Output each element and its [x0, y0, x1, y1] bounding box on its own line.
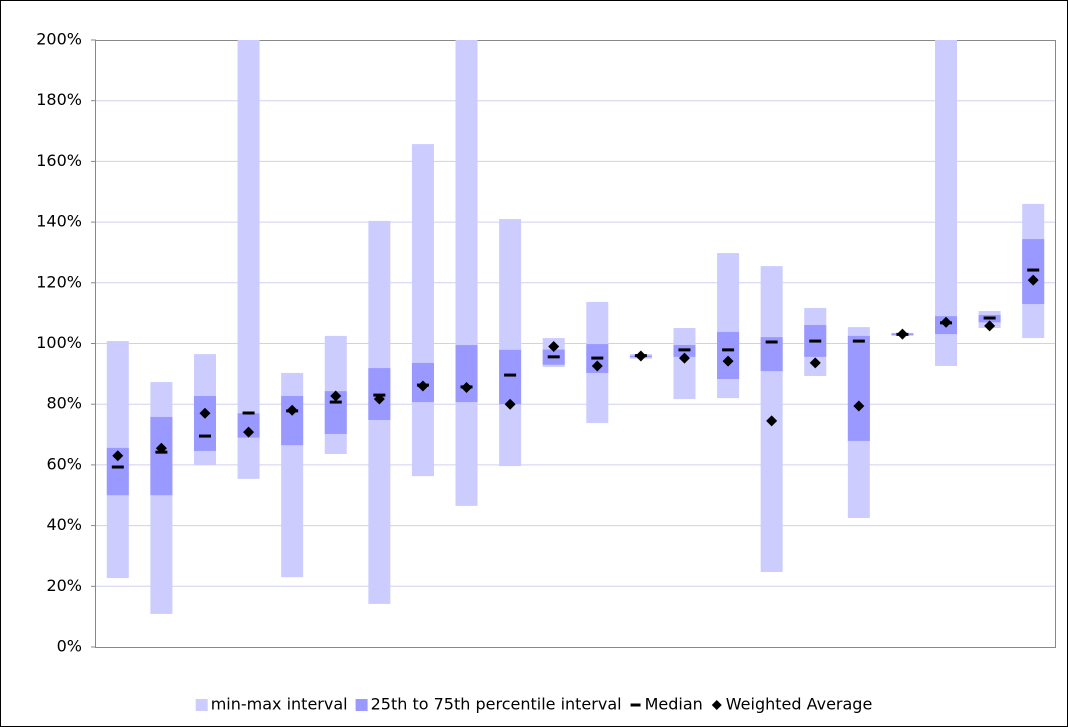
weighted-average [896, 328, 908, 340]
iqr-bar [150, 416, 173, 496]
median [111, 465, 124, 469]
weighted-average [591, 360, 603, 372]
median [809, 339, 822, 343]
median [198, 434, 211, 438]
iqr-bar [760, 337, 783, 372]
median [1027, 268, 1040, 272]
median [591, 356, 604, 360]
legend: min-max interval 25th to 75th percentile … [195, 695, 873, 714]
y-tick-label: 60% [46, 454, 82, 473]
weighted-average [809, 357, 821, 369]
min-max-bar [455, 40, 478, 506]
iqr-bar [237, 413, 260, 438]
weighted-average [199, 407, 211, 419]
min-max-bar [411, 144, 434, 477]
weighted-average [243, 426, 255, 438]
y-tick-label: 20% [46, 576, 82, 595]
weighted-average [853, 400, 865, 412]
min-max-bar [935, 40, 958, 366]
weighted-average [635, 350, 647, 362]
iqr-bar [499, 349, 522, 405]
iqr-bar [847, 335, 870, 441]
weighted-average [286, 404, 298, 416]
y-tick-label: 80% [46, 394, 82, 413]
median [852, 339, 865, 343]
y-tick-label: 0% [57, 637, 82, 656]
y-tick-label: 200% [36, 30, 82, 49]
min-max-bar [237, 40, 260, 479]
weighted-average [504, 398, 516, 410]
median [242, 411, 255, 415]
y-tick-label: 40% [46, 515, 82, 534]
y-tick-label: 120% [36, 272, 82, 291]
legend-swatch [355, 699, 368, 711]
weighted-average [330, 390, 342, 402]
iqr-bar [717, 331, 740, 380]
legend-label: Weighted Average [726, 695, 873, 714]
weighted-average [373, 393, 385, 405]
median [765, 340, 778, 344]
weighted-average [112, 450, 124, 462]
legend-label: 25th to 75th percentile interval [371, 695, 622, 714]
legend-label: min-max interval [211, 695, 348, 714]
median [678, 348, 691, 352]
median [547, 355, 560, 359]
iqr-bar [1022, 239, 1045, 305]
weighted-average [678, 352, 690, 364]
legend-label: Median [645, 695, 703, 714]
median [504, 373, 517, 377]
y-tick-label: 140% [36, 212, 82, 231]
weighted-average [155, 442, 167, 454]
median [329, 400, 342, 404]
weighted-average [417, 380, 429, 392]
weighted-average [1027, 274, 1039, 286]
weighted-average [548, 341, 560, 353]
weighted-average [722, 355, 734, 367]
iqr-bar [455, 345, 478, 403]
weighted-average [984, 320, 996, 332]
y-tick-label: 180% [36, 90, 82, 109]
iqr-bar [281, 396, 304, 446]
y-tick-label: 100% [36, 333, 82, 352]
weighted-average [461, 382, 473, 394]
weighted-average [766, 415, 778, 427]
legend-swatch [711, 700, 722, 710]
iqr-bar [106, 447, 129, 496]
min-max-bar [499, 219, 522, 467]
legend-swatch [630, 703, 641, 707]
weighted-average [940, 316, 952, 328]
min-max-bar [150, 382, 173, 614]
median [983, 316, 996, 320]
median [722, 348, 735, 352]
y-tick-label: 160% [36, 151, 82, 170]
legend-swatch [195, 699, 208, 711]
iqr-bar [193, 396, 216, 451]
